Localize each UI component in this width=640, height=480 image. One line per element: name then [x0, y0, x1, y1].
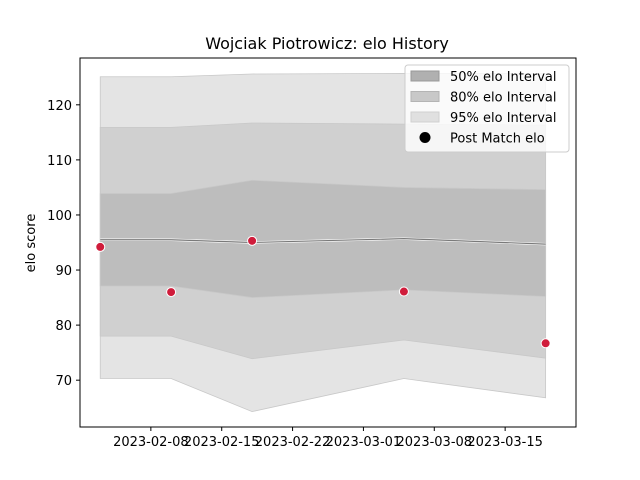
- chart-title: Wojciak Piotrowicz: elo History: [205, 34, 449, 53]
- y-tick-label: 110: [47, 154, 72, 169]
- post-match-points: [95, 235, 551, 349]
- legend-marker: [419, 132, 431, 143]
- y-tick-label: 90: [55, 264, 72, 279]
- post-match-point: [398, 286, 409, 297]
- legend: 50% elo Interval 80% elo Interval 95% elo …: [404, 64, 570, 153]
- plot-frame: [79, 57, 577, 428]
- legend-swatch: [410, 91, 440, 102]
- band-50-elo-interval: [99, 179, 547, 298]
- legend-label: 95% elo Interval: [450, 111, 557, 126]
- post-match-point: [247, 235, 258, 246]
- x-tick-label: 2023-02-15: [184, 435, 260, 450]
- legend-swatch: [410, 70, 440, 82]
- legend-label: 80% elo Interval: [450, 91, 557, 106]
- x-tick-label: 2023-02-22: [255, 435, 331, 450]
- y-axis-label: elo score: [24, 214, 39, 273]
- y-tick-label: 70: [55, 374, 72, 389]
- y-tick-label: 120: [47, 99, 72, 114]
- y-axis: 70 80 90 100 110 120: [47, 99, 80, 389]
- x-axis: 2023-02-082023-02-152023-02-222023-03-01…: [113, 427, 543, 450]
- y-tick-label: 100: [47, 209, 72, 224]
- y-tick-label: 80: [55, 319, 72, 334]
- interval-bands: [99, 73, 547, 412]
- legend-swatch: [410, 111, 440, 123]
- legend-label: 50% elo Interval: [450, 70, 557, 85]
- x-tick-label: 2023-03-01: [326, 435, 402, 450]
- legend-box: [404, 64, 570, 153]
- post-match-point: [95, 241, 106, 252]
- legend-label: Post Match elo: [450, 132, 545, 147]
- x-tick-label: 2023-02-08: [113, 435, 189, 450]
- post-match-point: [166, 287, 177, 298]
- post-match-point: [540, 338, 551, 349]
- x-tick-label: 2023-03-15: [467, 435, 543, 450]
- x-tick-label: 2023-03-08: [397, 435, 473, 450]
